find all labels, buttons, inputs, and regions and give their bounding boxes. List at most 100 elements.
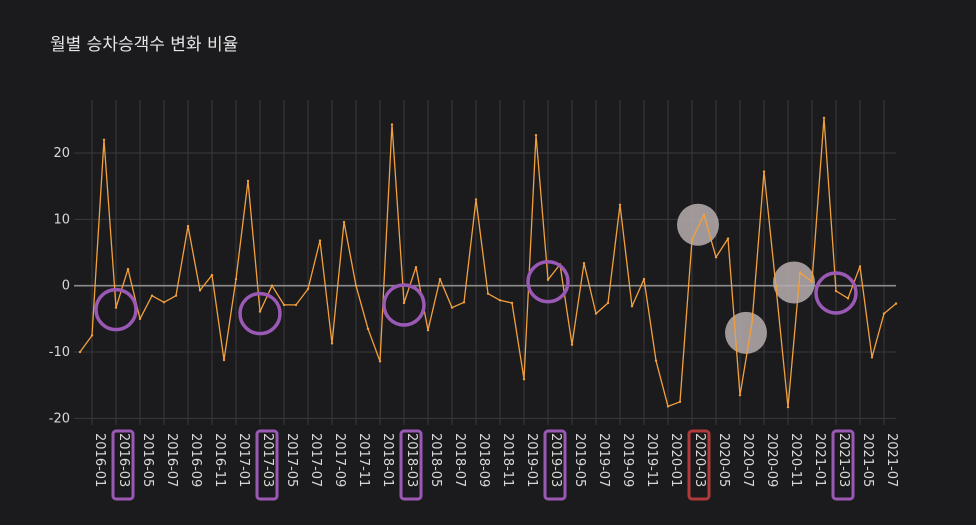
data-point xyxy=(618,203,622,206)
x-tick-group: 2018-09 xyxy=(476,433,491,487)
highlight-circle xyxy=(382,283,426,327)
data-point xyxy=(870,356,874,359)
highlight-circle xyxy=(238,291,282,336)
x-tick-label: 2018-11 xyxy=(500,433,515,487)
x-tick-group: 2016-03 xyxy=(111,429,135,501)
x-tick-group: 2017-11 xyxy=(356,433,371,487)
data-point xyxy=(762,170,766,173)
x-tick-label: 2017-09 xyxy=(332,433,347,487)
data-point xyxy=(474,198,478,201)
data-point xyxy=(798,271,802,274)
x-tick-group: 2019-01 xyxy=(524,433,539,487)
data-point xyxy=(510,301,514,305)
y-tick-label: -10 xyxy=(49,345,70,360)
data-point xyxy=(630,305,634,308)
data-point xyxy=(546,278,550,281)
x-tick-label: 2020-11 xyxy=(788,433,803,487)
data-point xyxy=(486,292,490,295)
x-tick-label: 2021-01 xyxy=(812,433,827,487)
x-tick-group: 2020-05 xyxy=(716,433,731,487)
data-point xyxy=(606,301,610,305)
x-tick-label: 2020-05 xyxy=(716,433,731,487)
data-point xyxy=(726,237,730,240)
data-point xyxy=(426,328,430,332)
data-point xyxy=(282,303,286,307)
x-tick-group: 2020-09 xyxy=(764,433,779,487)
data-point xyxy=(402,301,406,305)
x-tick-label: 2018-07 xyxy=(452,433,467,487)
x-tick-group: 2020-07 xyxy=(740,433,755,487)
x-tick-group: 2016-01 xyxy=(92,433,107,487)
data-point xyxy=(522,378,526,381)
data-point xyxy=(858,265,862,268)
data-point xyxy=(210,273,214,277)
data-point xyxy=(642,277,646,281)
x-tick-label: 2018-03 xyxy=(404,433,419,487)
x-tick-group: 2016-09 xyxy=(188,433,203,487)
x-tick-group: 2021-05 xyxy=(860,433,875,487)
data-point xyxy=(354,284,358,287)
x-tick-group: 2021-01 xyxy=(812,433,827,487)
data-point xyxy=(150,294,154,297)
y-tick-label: 0 xyxy=(62,279,70,294)
x-tick-label: 2018-01 xyxy=(380,433,395,487)
series-line xyxy=(79,117,897,408)
data-point xyxy=(186,224,190,228)
data-point xyxy=(378,360,382,363)
x-tick-group: 2016-11 xyxy=(212,433,227,487)
tick-label-box xyxy=(831,429,855,501)
x-tick-group: 2019-05 xyxy=(572,433,587,487)
data-point xyxy=(894,302,898,305)
data-point xyxy=(414,265,418,269)
data-point xyxy=(366,327,370,331)
y-tick-label: -20 xyxy=(49,411,70,426)
data-point xyxy=(702,213,706,216)
data-point xyxy=(750,321,754,325)
data-point xyxy=(234,277,238,281)
data-point xyxy=(258,310,262,313)
y-tick-label: 10 xyxy=(53,212,70,227)
x-tick-label: 2016-05 xyxy=(140,433,155,487)
data-point xyxy=(342,220,346,224)
tick-label-box xyxy=(543,429,567,501)
data-point xyxy=(90,334,94,337)
x-tick-label: 2020-01 xyxy=(668,433,683,487)
x-tick-group: 2018-01 xyxy=(380,433,395,487)
x-tick-group: 2017-03 xyxy=(255,429,279,501)
x-tick-group: 2020-11 xyxy=(788,433,803,487)
data-point xyxy=(222,358,226,362)
data-point xyxy=(138,317,142,321)
x-tick-group: 2017-07 xyxy=(308,433,323,487)
low-marker-circle xyxy=(677,203,719,246)
x-tick-label: 2020-07 xyxy=(740,433,755,487)
data-point xyxy=(438,277,442,281)
data-point xyxy=(162,301,166,304)
x-tick-label: 2019-07 xyxy=(596,433,611,487)
x-tick-group: 2021-07 xyxy=(884,433,899,487)
tick-label-box xyxy=(111,429,135,501)
x-tick-label: 2020-03 xyxy=(692,433,707,487)
x-tick-group: 2016-05 xyxy=(140,433,155,487)
x-tick-label: 2021-03 xyxy=(836,433,851,487)
chart-title: 월별 승차승객수 변화 비율 xyxy=(50,35,239,55)
data-point xyxy=(570,343,574,346)
data-point xyxy=(822,116,826,120)
x-tick-group: 2018-11 xyxy=(500,433,515,487)
low-marker-circle xyxy=(725,311,767,354)
x-tick-group: 2016-07 xyxy=(164,433,179,487)
data-point xyxy=(678,400,682,403)
data-point xyxy=(666,405,670,408)
data-point xyxy=(114,306,118,309)
data-point xyxy=(786,405,790,409)
x-tick-label: 2018-05 xyxy=(428,433,443,487)
highlight-circle xyxy=(94,287,138,332)
data-point xyxy=(450,306,454,309)
data-point xyxy=(498,299,502,302)
data-point xyxy=(330,342,334,345)
x-tick-label: 2021-07 xyxy=(884,433,899,487)
x-tick-group: 2019-03 xyxy=(543,429,567,501)
x-tick-label: 2016-11 xyxy=(212,433,227,487)
x-tick-group: 2017-09 xyxy=(332,433,347,487)
x-tick-label: 2016-01 xyxy=(92,433,107,487)
